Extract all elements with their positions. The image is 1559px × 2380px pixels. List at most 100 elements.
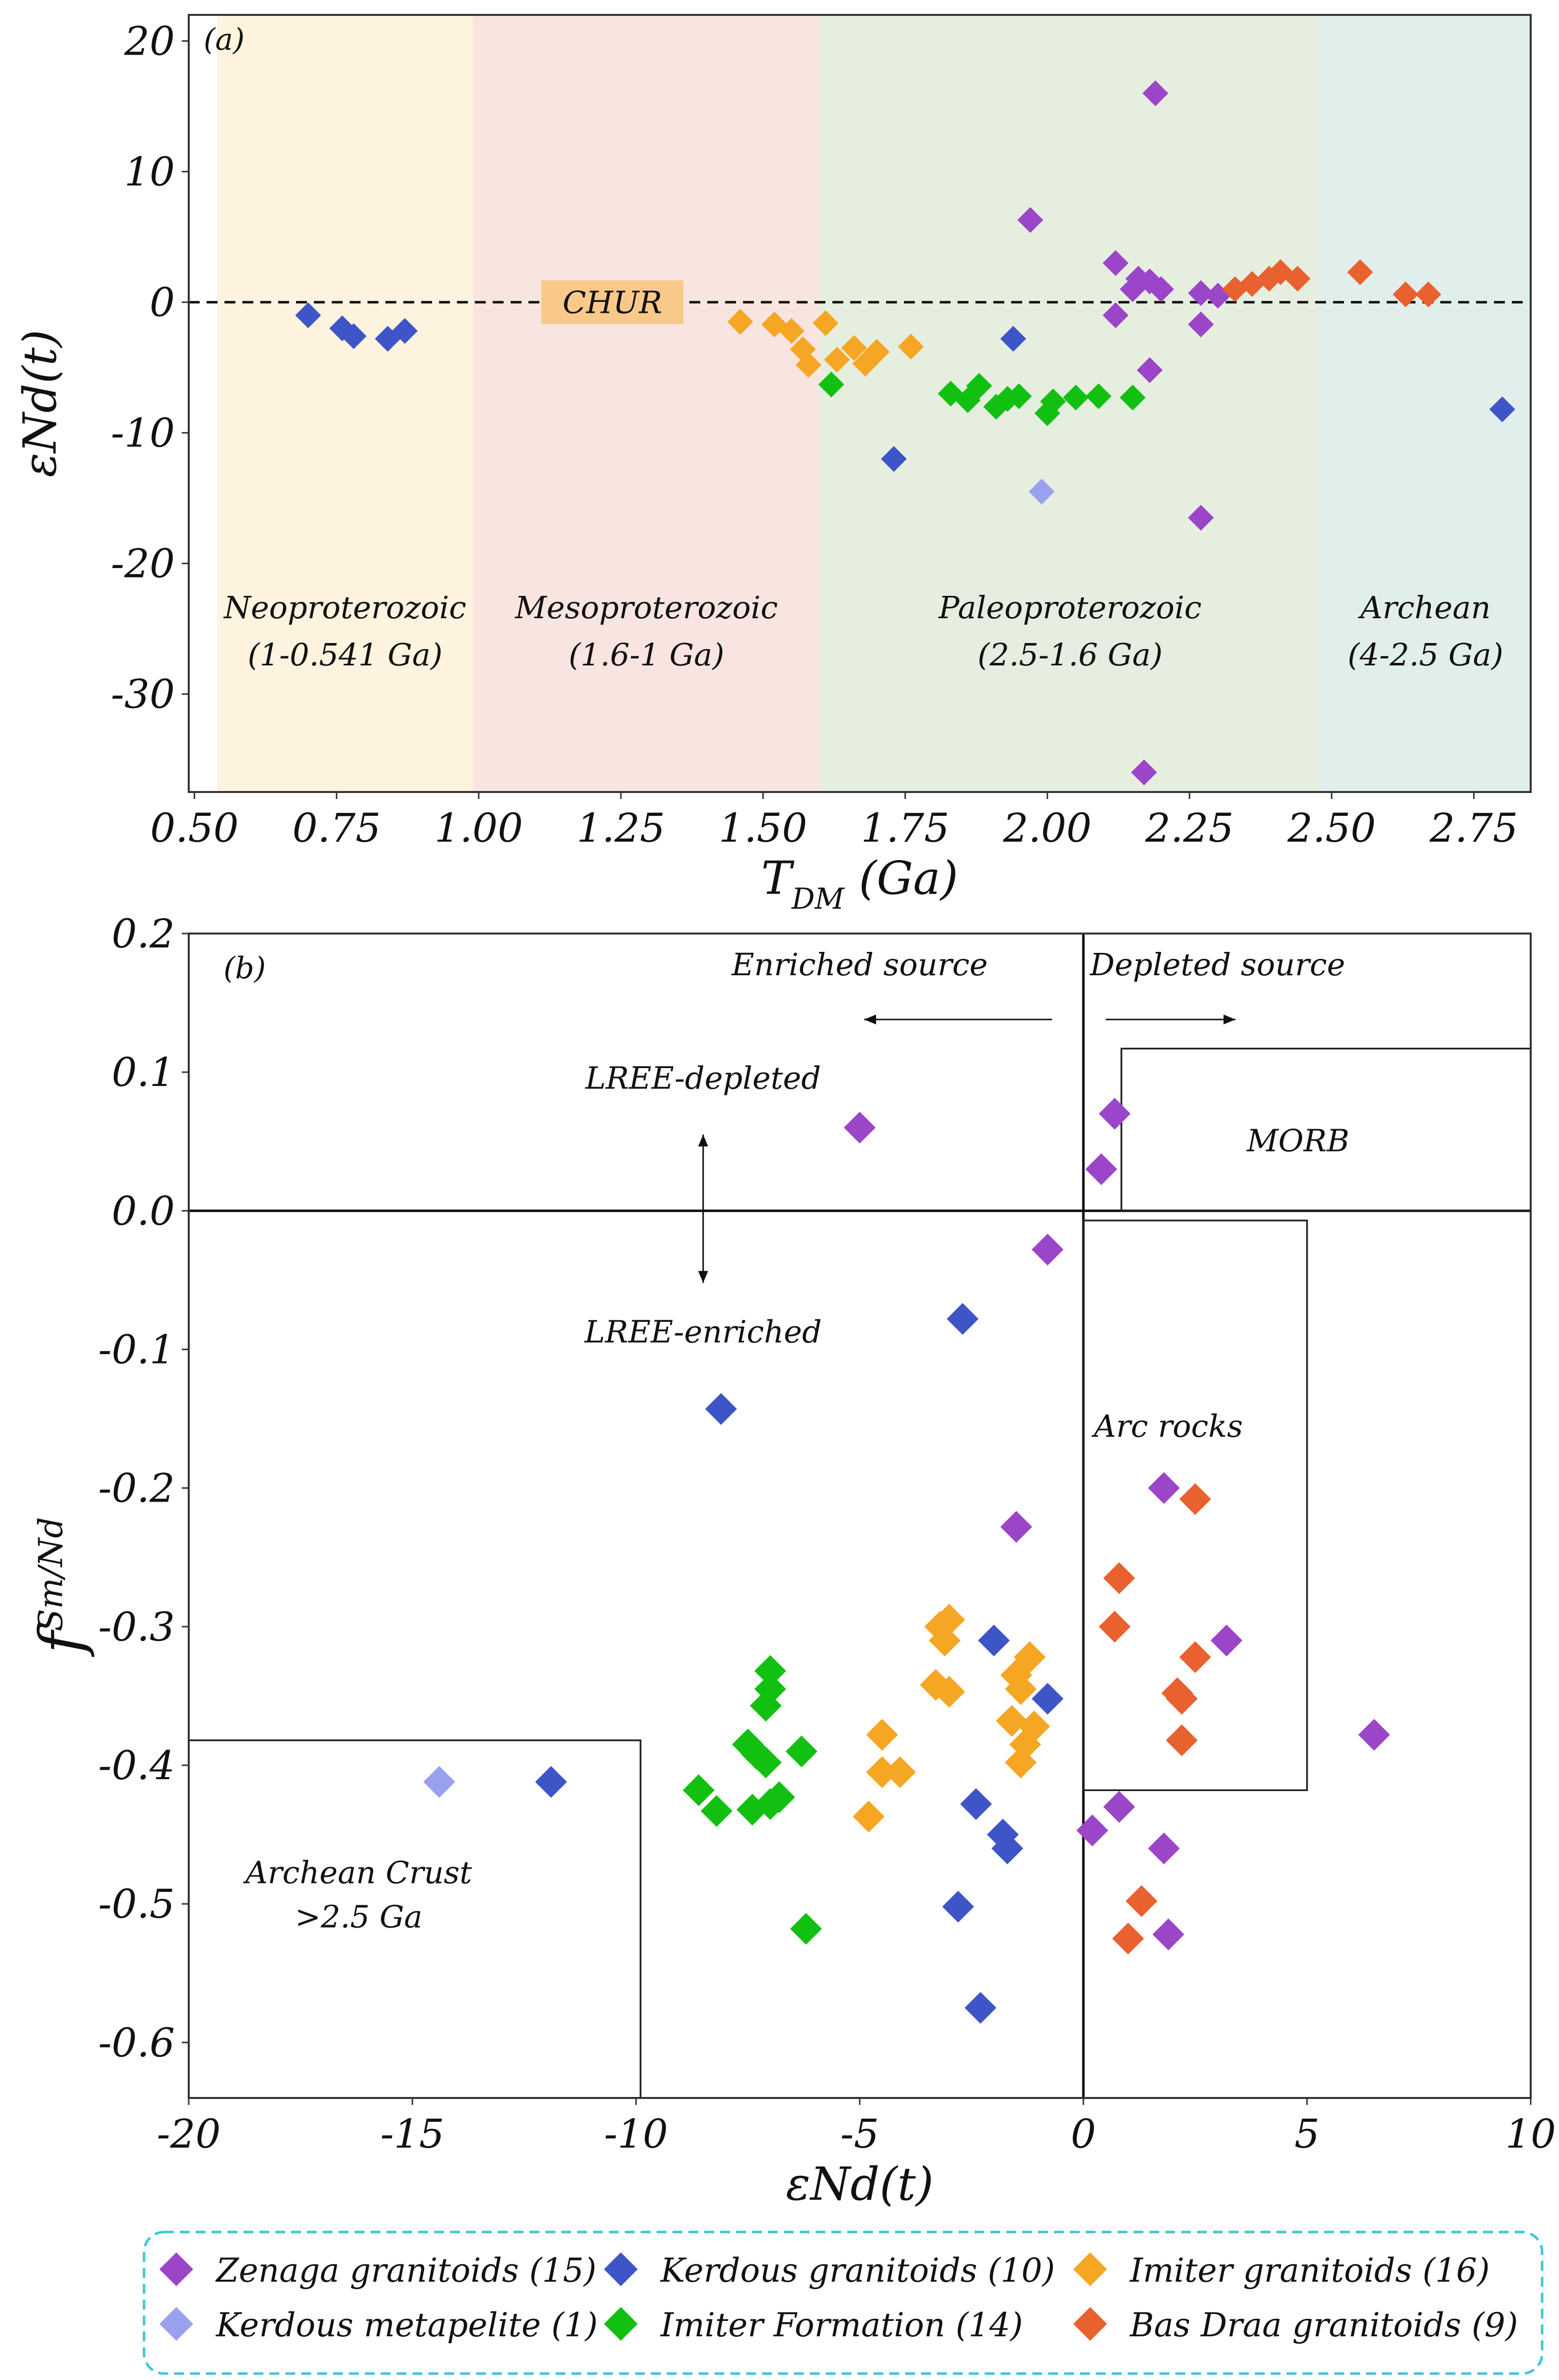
data-point bbox=[1393, 281, 1419, 307]
y-axis-label-a: εNd(t) bbox=[13, 330, 67, 478]
era-bands bbox=[217, 15, 1531, 792]
legend-label: Kerdous granitoids (10) bbox=[660, 2251, 1055, 2290]
era-name: Archean bbox=[1358, 589, 1491, 626]
x-axis-label-a-sub: DM bbox=[791, 882, 845, 916]
x-tick-label: 0.50 bbox=[150, 805, 238, 851]
data-point bbox=[1103, 250, 1129, 276]
x-ticks-b: -20 -15 -10 -5 0 5 10 bbox=[157, 2098, 1556, 2157]
panel-b-label: (b) bbox=[223, 951, 266, 986]
x-axis-label-a-suffix: (Ga) bbox=[844, 852, 958, 905]
data-point bbox=[1085, 383, 1112, 410]
era-name: Neoproterozoic bbox=[223, 589, 466, 626]
lree-arrow-head-down bbox=[698, 1271, 708, 1283]
data-point bbox=[1166, 1724, 1198, 1756]
x-axis-label-b: εNd(t) bbox=[786, 2158, 934, 2211]
y-tick-label: 20 bbox=[124, 18, 175, 65]
archean-age-label: >2.5 Ga bbox=[295, 1899, 423, 1935]
data-point bbox=[1210, 1624, 1243, 1657]
data-point bbox=[881, 446, 907, 472]
data-point bbox=[1085, 1153, 1117, 1185]
data-point bbox=[1005, 1746, 1037, 1779]
data-point bbox=[1148, 1832, 1180, 1865]
data-point bbox=[763, 1781, 795, 1813]
legend-marker bbox=[1073, 2307, 1107, 2341]
data-point bbox=[864, 339, 890, 365]
x-axis-label-a: TDM (Ga) bbox=[761, 852, 959, 916]
data-point bbox=[1148, 1472, 1180, 1504]
data-point bbox=[682, 1774, 715, 1806]
archean-crust-label: Archean Crust bbox=[243, 1854, 472, 1890]
data-point bbox=[749, 1746, 782, 1779]
data-point bbox=[1006, 383, 1032, 410]
x-tick-label: 10 bbox=[1505, 2111, 1556, 2157]
data-point bbox=[1032, 1683, 1064, 1715]
y-tick-label: 0.2 bbox=[112, 911, 175, 957]
era-band bbox=[217, 15, 473, 792]
legend-marker bbox=[604, 2252, 638, 2286]
data-point bbox=[1136, 357, 1163, 383]
legend-label: Zenaga granitoids (15) bbox=[215, 2251, 596, 2290]
y-tick-label: -0.3 bbox=[98, 1604, 175, 1650]
legend-marker bbox=[159, 2252, 193, 2286]
y-tick-label: -0.1 bbox=[98, 1327, 175, 1373]
data-point bbox=[933, 1603, 965, 1636]
x-tick-label: -10 bbox=[604, 2111, 668, 2157]
x-tick-label: 0 bbox=[1071, 2111, 1096, 2157]
data-point bbox=[341, 323, 367, 350]
data-point bbox=[1125, 1885, 1158, 1917]
x-ticks-a: 0.50 0.75 1.00 1.25 1.50 1.75 2.00 2.25 2.50 2.75 bbox=[150, 792, 1518, 851]
data-point bbox=[535, 1766, 567, 1798]
x-tick-label: -5 bbox=[840, 2111, 879, 2157]
legend-label: Bas Draa granitoids (9) bbox=[1129, 2306, 1518, 2344]
x-tick-label: 1.75 bbox=[861, 805, 950, 851]
x-tick-label: 2.50 bbox=[1287, 805, 1376, 851]
data-point bbox=[1347, 259, 1373, 286]
data-point bbox=[1415, 281, 1441, 307]
data-point bbox=[423, 1766, 455, 1798]
legend-marker bbox=[1073, 2252, 1107, 2286]
data-point bbox=[1358, 1719, 1390, 1751]
data-point bbox=[705, 1393, 737, 1425]
data-point bbox=[1103, 1791, 1135, 1823]
x-axis-label-a-main: T bbox=[761, 852, 795, 905]
x-tick-label: 0.75 bbox=[293, 805, 381, 851]
legend-items: Zenaga granitoids (15) Kerdous granitoids… bbox=[159, 2251, 1518, 2344]
data-point bbox=[1188, 505, 1214, 531]
points-b bbox=[423, 1097, 1390, 2024]
panel-a: Neoproterozoic (1-0.541 Ga) Mesoproterozoi… bbox=[13, 14, 1532, 916]
data-point bbox=[1009, 1729, 1041, 1761]
depleted-arrow-head bbox=[1223, 1014, 1236, 1025]
data-point bbox=[813, 310, 839, 336]
data-point bbox=[1489, 396, 1515, 423]
data-point bbox=[1014, 1641, 1046, 1673]
y-tick-label: 0 bbox=[149, 280, 175, 326]
legend-marker bbox=[604, 2307, 638, 2341]
era-range: (4-2.5 Ga) bbox=[1347, 637, 1503, 673]
depleted-source-label: Depleted source bbox=[1090, 946, 1345, 983]
data-point bbox=[866, 1719, 898, 1751]
points-a bbox=[295, 80, 1515, 786]
data-point bbox=[844, 1111, 876, 1144]
data-point bbox=[1000, 326, 1027, 352]
data-point bbox=[991, 1832, 1024, 1865]
data-point bbox=[1142, 80, 1169, 106]
arc-rocks-label: Arc rocks bbox=[1091, 1408, 1243, 1444]
data-point bbox=[749, 1689, 782, 1722]
data-point bbox=[1076, 1814, 1109, 1847]
data-point bbox=[933, 1676, 965, 1708]
enriched-arrow-head bbox=[864, 1014, 877, 1025]
legend: Zenaga granitoids (15) Kerdous granitoids… bbox=[143, 2231, 1544, 2375]
data-point bbox=[1284, 266, 1311, 292]
data-point bbox=[700, 1795, 733, 1827]
enriched-source-label: Enriched source bbox=[731, 946, 988, 983]
y-tick-label: 0.0 bbox=[112, 1188, 175, 1234]
data-point bbox=[785, 1735, 817, 1768]
y-tick-label: -0.2 bbox=[98, 1465, 175, 1512]
y-axis-label-b-sup: Sm/Nd bbox=[32, 1517, 70, 1631]
legend-marker bbox=[159, 2307, 193, 2341]
chur-label: CHUR bbox=[563, 285, 662, 321]
data-point bbox=[295, 302, 321, 328]
panel-a-label: (a) bbox=[204, 22, 245, 57]
x-tick-label: 1.00 bbox=[435, 805, 523, 851]
